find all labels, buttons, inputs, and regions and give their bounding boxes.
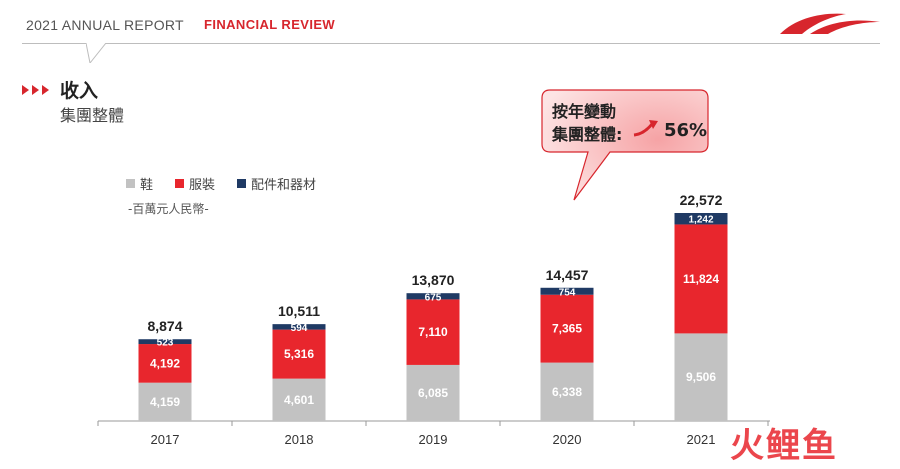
growth-arrow-icon xyxy=(633,120,658,137)
bar-label-apparel-2017: 4,192 xyxy=(150,356,180,370)
x-tick-label-2020: 2020 xyxy=(553,432,582,447)
bar-total-label-2020: 14,457 xyxy=(546,267,589,283)
bar-footwear-2019 xyxy=(406,364,460,421)
bar-label-footwear-2021: 9,506 xyxy=(686,370,716,384)
bar-label-accessories-2019: 675 xyxy=(425,292,442,303)
x-tick-label-2018: 2018 xyxy=(285,432,314,447)
report-title: 2021 ANNUAL REPORT xyxy=(26,17,184,33)
callout-bubble xyxy=(541,89,709,201)
li-ning-logo-icon xyxy=(780,13,880,34)
legend-label-accessories: 配件和器材 xyxy=(251,178,317,193)
section-title: FINANCIAL REVIEW xyxy=(204,17,336,32)
bar-label-footwear-2018: 4,601 xyxy=(284,393,314,407)
watermark-text: 火鲤鱼 xyxy=(730,426,838,464)
legend-swatch-accessories xyxy=(237,179,247,188)
bar-label-accessories-2020: 754 xyxy=(559,287,576,298)
bar-apparel-2018 xyxy=(272,329,326,379)
bar-accessories-2020 xyxy=(540,287,594,295)
chart-legend: 鞋 服裝 配件和器材 xyxy=(126,174,316,193)
page-subtitle: 集團整體 xyxy=(60,106,125,125)
bar-footwear-2020 xyxy=(540,362,594,421)
bar-accessories-2019 xyxy=(406,293,460,300)
bar-apparel-2017 xyxy=(138,344,192,383)
callout-line1: 按年變動 xyxy=(552,102,617,121)
bar-label-apparel-2020: 7,365 xyxy=(552,322,582,336)
page-title: 收入 xyxy=(60,80,99,102)
bar-label-footwear-2017: 4,159 xyxy=(150,395,180,409)
callout-value: 56% xyxy=(664,120,708,141)
legend-label-apparel: 服裝 xyxy=(189,178,216,193)
bar-label-accessories-2017: 523 xyxy=(157,338,174,349)
bar-footwear-2017 xyxy=(138,382,192,421)
bar-label-apparel-2021: 11,824 xyxy=(683,272,719,286)
x-tick-label-2021: 2021 xyxy=(687,432,716,447)
bar-total-label-2018: 10,511 xyxy=(278,303,320,319)
bar-label-accessories-2021: 1,242 xyxy=(688,215,713,226)
bar-footwear-2018 xyxy=(272,378,326,421)
legend-label-footwear: 鞋 xyxy=(140,178,154,193)
legend-item-footwear: 鞋 xyxy=(126,174,153,193)
x-tick-label-2017: 2017 xyxy=(151,432,180,447)
legend-swatch-footwear xyxy=(126,179,135,188)
bar-accessories-2018 xyxy=(272,324,326,330)
bar-total-label-2017: 8,874 xyxy=(147,318,182,334)
bar-footwear-2021 xyxy=(674,333,728,421)
bar-apparel-2021 xyxy=(674,224,728,334)
legend-item-accessories: 配件和器材 xyxy=(237,174,316,193)
bar-apparel-2019 xyxy=(406,299,460,365)
header-divider xyxy=(22,43,880,44)
bar-label-apparel-2018: 5,316 xyxy=(284,347,314,361)
bar-accessories-2017 xyxy=(138,339,192,345)
bar-apparel-2020 xyxy=(540,294,594,363)
bar-accessories-2021 xyxy=(674,213,728,225)
unit-label: -百萬元人民幣- xyxy=(128,202,209,216)
x-tick-label-2019: 2019 xyxy=(419,432,448,447)
bar-label-footwear-2019: 6,085 xyxy=(418,386,448,400)
legend-item-apparel: 服裝 xyxy=(175,174,215,193)
callout-line2: 集團整體: xyxy=(552,125,623,144)
title-arrows-icon xyxy=(22,85,49,95)
bar-total-label-2021: 22,572 xyxy=(680,192,723,208)
legend-swatch-apparel xyxy=(175,179,185,188)
bar-total-label-2019: 13,870 xyxy=(412,272,455,288)
bar-label-apparel-2019: 7,110 xyxy=(418,325,448,339)
bar-label-accessories-2018: 594 xyxy=(291,323,308,334)
watermark-logo: 火鲤鱼 xyxy=(730,426,838,464)
header-notch xyxy=(86,43,106,63)
bar-label-footwear-2020: 6,338 xyxy=(552,385,582,399)
